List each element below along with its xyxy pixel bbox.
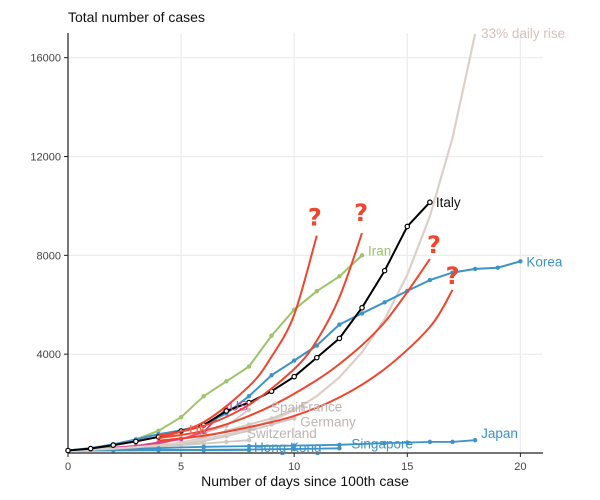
point-iran xyxy=(201,393,206,399)
label-uk: UK xyxy=(189,422,208,437)
point-japan xyxy=(246,443,252,449)
point-iran xyxy=(178,414,184,420)
label-germany: Germany xyxy=(300,414,356,429)
x-tick-label: 10 xyxy=(288,461,300,473)
x-axis-title: Number of days since 100th case xyxy=(201,473,409,489)
projection-question-mark: ? xyxy=(308,204,322,232)
point-italy xyxy=(110,442,117,448)
point-iran xyxy=(314,288,320,294)
point-germany xyxy=(269,422,274,427)
point-japan xyxy=(405,440,410,445)
point-korea xyxy=(359,311,365,316)
point-italy xyxy=(381,267,388,274)
label-italy: Italy xyxy=(436,195,461,210)
point-france xyxy=(246,422,252,427)
series-italy xyxy=(65,199,433,454)
label-us: US xyxy=(229,399,248,414)
point-korea xyxy=(337,322,342,327)
projection-curve: ? xyxy=(158,199,368,437)
label-singapore: Singapore xyxy=(351,436,413,451)
label-korea: Korea xyxy=(526,254,563,269)
point-japan xyxy=(291,443,297,448)
point-korea xyxy=(427,277,433,283)
point-italy xyxy=(359,304,365,311)
point-italy xyxy=(314,354,320,361)
point-korea xyxy=(472,266,478,272)
point-korea xyxy=(246,393,252,399)
projection-line xyxy=(158,258,431,440)
point-japan xyxy=(382,440,387,446)
point-switzerland xyxy=(246,437,252,443)
point-korea xyxy=(382,300,387,305)
projection-curve: ? xyxy=(158,231,441,440)
point-japan xyxy=(156,445,161,451)
point-singapore xyxy=(337,446,342,451)
projection-curves: ???? xyxy=(158,199,460,442)
projection-curve: ? xyxy=(158,262,460,442)
point-korea xyxy=(291,358,297,363)
point-japan xyxy=(337,442,342,448)
point-italy xyxy=(65,447,71,454)
point-korea xyxy=(450,270,455,275)
x-tick-label: 15 xyxy=(401,461,413,473)
projection-curve: ? xyxy=(158,204,322,440)
label-hong-kong: Hong Kong xyxy=(254,440,322,455)
point-japan xyxy=(201,444,206,450)
y-tick-label: 4000 xyxy=(37,349,61,361)
point-korea xyxy=(314,343,320,348)
series-lines xyxy=(65,33,523,454)
axes xyxy=(67,33,543,454)
y-axis-title: Total number of cases xyxy=(68,9,205,25)
projection-line xyxy=(158,235,318,440)
point-korea xyxy=(495,265,500,270)
point-spain xyxy=(246,407,252,412)
y-tick-label: 8000 xyxy=(37,250,61,262)
point-italy xyxy=(133,438,139,445)
point-korea xyxy=(269,372,274,378)
projection-line xyxy=(158,232,363,437)
point-iran xyxy=(156,428,161,433)
label-france: France xyxy=(300,399,342,414)
projection-question-mark: ? xyxy=(354,199,368,227)
x-tick-label: 5 xyxy=(178,461,184,473)
projection-question-mark: ? xyxy=(446,262,460,290)
point-italy xyxy=(336,335,343,342)
point-italy xyxy=(223,408,230,414)
point-iran xyxy=(337,274,342,279)
label-33-daily-rise: 33% daily rise xyxy=(481,26,565,41)
x-tick-label: 0 xyxy=(65,461,71,473)
point-japan xyxy=(472,437,478,443)
series-labels: Italy Korea Iran Japan 33% daily rise US Spain… xyxy=(189,26,565,455)
line-33-daily-rise xyxy=(67,33,477,452)
point-iran xyxy=(269,333,274,338)
series-33-daily-rise xyxy=(67,33,477,452)
projection-question-mark: ? xyxy=(427,231,441,259)
line-japan xyxy=(67,439,476,452)
point-iran xyxy=(224,379,229,384)
point-italy xyxy=(427,199,433,206)
label-japan: Japan xyxy=(481,426,518,441)
point-japan xyxy=(427,439,433,445)
point-iran xyxy=(246,364,252,369)
y-tick-label: 12000 xyxy=(30,152,61,164)
point-italy xyxy=(87,445,94,452)
point-italy xyxy=(291,373,297,380)
label-spain: Spain xyxy=(271,400,306,415)
x-tick-label: 20 xyxy=(514,461,526,473)
point-italy xyxy=(404,223,411,230)
point-iran xyxy=(359,253,365,258)
projection-line xyxy=(158,289,454,442)
point-switzerland xyxy=(224,439,229,445)
label-switzerland: Switzerland xyxy=(247,426,317,441)
line-italy xyxy=(67,201,431,452)
tick-labels: 0 5 10 15 20 4000 8000 12000 16000 xyxy=(30,53,526,473)
point-singapore xyxy=(246,447,252,452)
label-iran: Iran xyxy=(368,243,391,258)
point-singapore xyxy=(291,446,297,452)
point-japan xyxy=(450,439,455,445)
point-korea xyxy=(518,259,523,264)
y-tick-label: 16000 xyxy=(30,53,61,65)
grid xyxy=(67,33,543,453)
